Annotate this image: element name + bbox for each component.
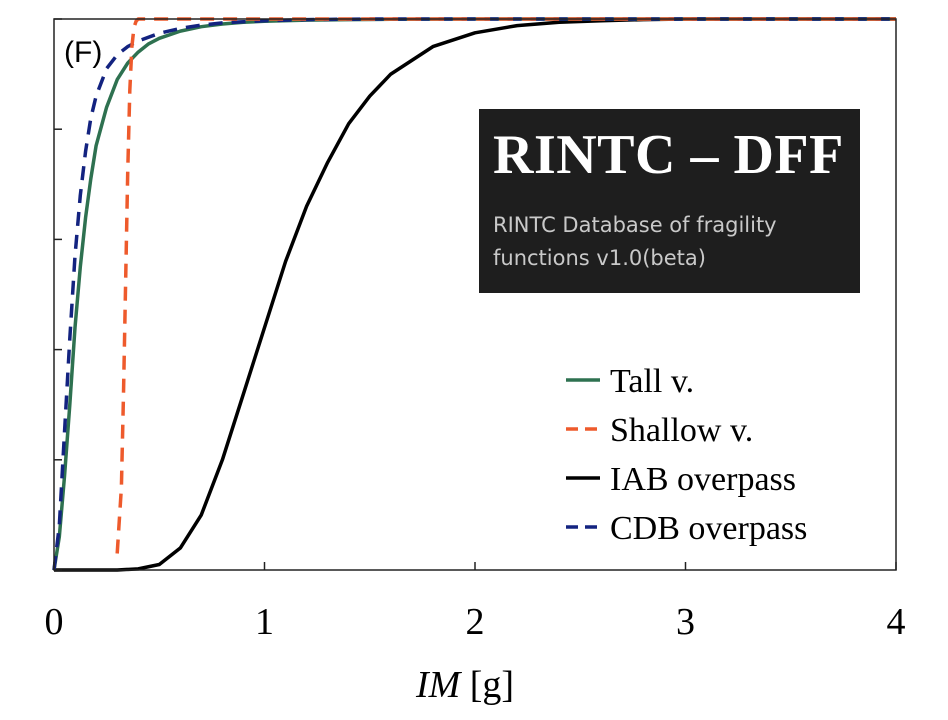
- rintc-dff-banner: RINTC – DFF RINTC Database of fragility …: [479, 109, 860, 293]
- x-tick-label: 4: [887, 601, 906, 643]
- legend-label-shallow-v: Shallow v.: [610, 412, 753, 449]
- legend-label-cdb-overpass: CDB overpass: [610, 510, 807, 547]
- x-tick-label: 3: [676, 601, 695, 643]
- x-axis-label-var: IM: [415, 664, 463, 706]
- legend-label-iab-overpass: IAB overpass: [610, 461, 796, 498]
- axes: [53, 18, 897, 571]
- x-tick-label: 2: [466, 601, 485, 643]
- panel-label: (F): [64, 36, 102, 69]
- x-axis-label-unit: [g]: [460, 664, 514, 706]
- x-tick-labels: 0 1 2 3 4: [45, 601, 906, 643]
- banner-title: RINTC – DFF: [493, 124, 844, 186]
- banner-subtitle: RINTC Database of fragility functions v1…: [493, 213, 777, 270]
- x-axis-label: IM [g]: [415, 664, 514, 706]
- legend-label-tall-v: Tall v.: [610, 363, 694, 400]
- x-tick-label: 1: [255, 601, 274, 643]
- x-tick-label: 0: [45, 601, 64, 643]
- legend: Tall v. Shallow v. IAB overpass CDB overpas…: [566, 363, 807, 547]
